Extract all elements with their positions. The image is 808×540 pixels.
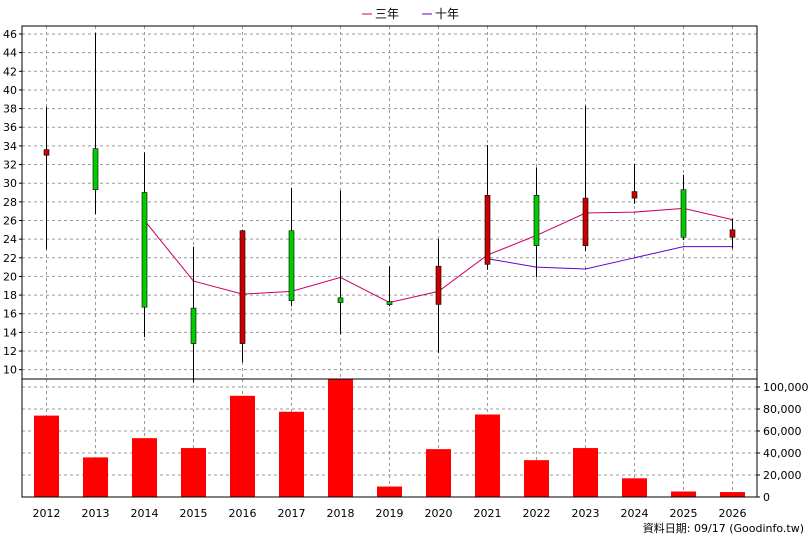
x-tick-label: 2025: [670, 507, 698, 520]
candle-body-2025: [680, 189, 687, 238]
volume-bar-2017: [279, 411, 304, 497]
x-tick-label: 2019: [376, 507, 404, 520]
series-point-1-2023: [584, 268, 587, 270]
price-grid: [22, 26, 757, 379]
series-point-1-2024: [633, 256, 636, 259]
price-tick-label: 42: [3, 65, 17, 78]
series-line-1: [487, 246, 733, 270]
candle-body-2023: [582, 197, 589, 246]
volume-bar-2015: [181, 448, 206, 497]
x-tick-label: 2020: [425, 507, 453, 520]
plot-frames: [21, 25, 758, 498]
volume-bar-2023: [573, 448, 598, 497]
price-tick-label: 26: [3, 214, 17, 227]
candle-body-2026: [729, 229, 736, 238]
volume-tick-label: 60,000: [763, 425, 802, 438]
volume-axis-ticks: 0 20,000 40,000 60,000 80,000 100,000: [757, 381, 808, 504]
candle-body-2019: [386, 301, 393, 305]
volume-bar-2022: [524, 460, 549, 497]
source-note: 資料日期: 09/17 (Goodinfo.tw): [643, 521, 804, 535]
candle-body-2014: [141, 192, 148, 308]
x-tick-label: 2015: [180, 507, 208, 520]
volume-frame: [21, 378, 758, 498]
candle-body-2015: [190, 307, 197, 344]
candle-body-2017: [288, 230, 295, 301]
volume-bar-2024: [622, 478, 647, 497]
x-tick-label: 2017: [278, 507, 306, 520]
candle-body-2013: [92, 148, 99, 191]
x-tick-label: 2023: [572, 507, 600, 520]
volume-bar-2016: [230, 395, 255, 497]
price-tick-label: 20: [3, 270, 17, 283]
price-tick-label: 24: [3, 233, 17, 246]
volume-bar-2013: [83, 457, 108, 497]
volume-tick-label: 100,000: [763, 381, 808, 394]
price-tick-label: 36: [3, 121, 17, 134]
x-tick-label: 2021: [474, 507, 502, 520]
x-axis-ticks: 2012 2013 2014 2015 2016 2017 2018 2019 2020 2021…: [33, 507, 747, 520]
candle-body-2016: [239, 230, 246, 344]
x-tick-label: 2022: [523, 507, 551, 520]
candle-body-2022: [533, 195, 540, 246]
volume-bar-2025: [671, 491, 696, 497]
volume-tick-label: 0: [763, 491, 770, 504]
candle-body-2021: [484, 195, 491, 265]
price-tick-label: 12: [3, 345, 17, 358]
price-tick-label: 28: [3, 196, 17, 209]
volume-tick-label: 20,000: [763, 469, 802, 482]
x-tick-label: 2016: [229, 507, 257, 520]
volume-bar-2012: [34, 415, 59, 497]
series-point-1-2025: [682, 245, 685, 248]
x-tick-label: 2018: [327, 507, 355, 520]
x-tick-label: 2026: [719, 507, 747, 520]
price-tick-label: 34: [3, 140, 17, 153]
volume-tick-label: 80,000: [763, 403, 802, 416]
volume-tick-label: 40,000: [763, 447, 802, 460]
price-tick-label: 30: [3, 177, 17, 190]
candle-body-2012: [43, 149, 50, 156]
price-tick-label: 44: [3, 47, 17, 60]
price-tick-label: 22: [3, 252, 17, 265]
volume-bar-2018: [328, 379, 353, 497]
price-tick-label: 16: [3, 308, 17, 321]
price-tick-label: 40: [3, 84, 17, 97]
price-axis-ticks: 10 12 14 16 18 20 22 24 26 28 30 32 34 36 38 40 42 44 46: [3, 28, 22, 377]
candle-body-2020: [435, 265, 442, 305]
x-tick-label: 2013: [82, 507, 110, 520]
volume-bar-2019: [377, 486, 402, 497]
legend: 三年 十年: [362, 7, 459, 21]
price-tick-label: 32: [3, 159, 17, 172]
volume-bar-2020: [426, 449, 451, 497]
volume-bar-2014: [132, 438, 157, 497]
volume-bar-2026: [720, 492, 745, 497]
x-tick-label: 2024: [621, 507, 649, 520]
legend-label-0: 三年: [375, 7, 399, 21]
volume-bar-2021: [475, 414, 500, 497]
price-tick-label: 38: [3, 103, 17, 116]
price-tick-label: 46: [3, 28, 17, 41]
x-tick-label: 2012: [33, 507, 61, 520]
price-tick-label: 14: [3, 326, 17, 339]
x-tick-label: 2014: [131, 507, 159, 520]
candle-body-2018: [337, 297, 344, 303]
candle-body-2024: [631, 191, 638, 199]
series-point-0-2024: [633, 211, 636, 213]
price-tick-label: 18: [3, 289, 17, 302]
volume-bars: [34, 379, 745, 497]
price-tick-label: 10: [3, 364, 17, 377]
legend-label-1: 十年: [435, 7, 459, 21]
candlesticks: [43, 33, 736, 383]
